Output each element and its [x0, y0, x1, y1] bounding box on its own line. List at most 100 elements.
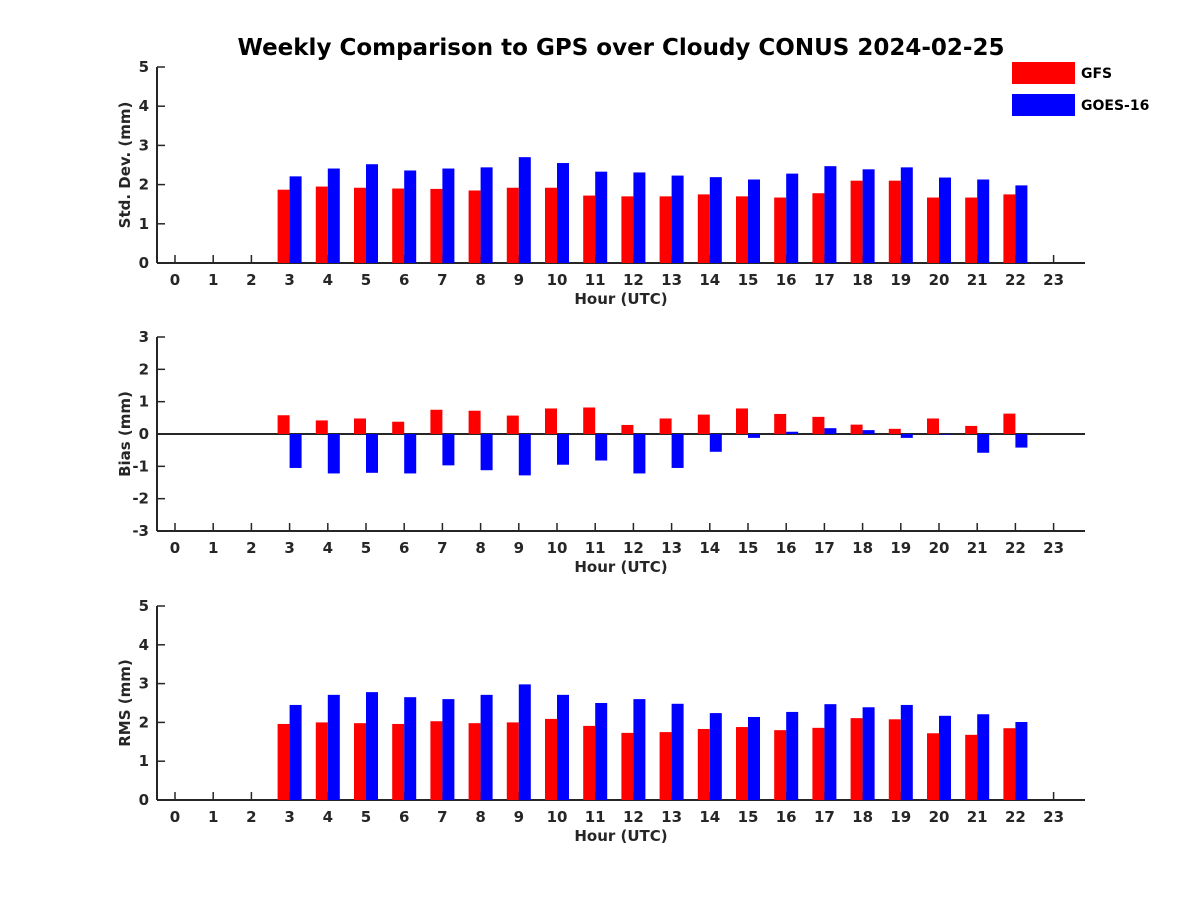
- bar-gfs-hour-6: [392, 421, 405, 434]
- bar-goes-16-hour-15: [748, 179, 760, 263]
- bar-goes-16-hour-10: [557, 434, 569, 465]
- bar-goes-16-hour-9: [518, 434, 531, 476]
- x-tick-label: 4: [323, 539, 333, 557]
- bar-goes-16-hour-11: [595, 703, 608, 800]
- x-tick-label: 4: [323, 808, 333, 826]
- x-tick-label: 14: [699, 271, 720, 289]
- bar-goes-16-hour-7: [442, 168, 455, 263]
- bar-goes-16-hour-13: [671, 434, 684, 468]
- bar-gfs-hour-18: [850, 718, 863, 800]
- bar-gfs-hour-8: [468, 410, 481, 434]
- bar-gfs-hour-22: [1003, 194, 1016, 263]
- x-tick-label: 8: [475, 808, 485, 826]
- bar-gfs-hour-4: [315, 186, 328, 263]
- bar-gfs-hour-21: [965, 734, 978, 800]
- bar-goes-16-hour-8: [480, 167, 493, 263]
- x-tick-label: 0: [170, 271, 180, 289]
- bar-gfs-hour-15: [736, 196, 748, 263]
- x-tick-label: 2: [246, 539, 256, 557]
- bar-goes-16-hour-9: [518, 157, 531, 263]
- x-tick-label: 8: [475, 539, 485, 557]
- y-tick-label: 1: [139, 215, 149, 233]
- x-tick-label: 10: [547, 539, 568, 557]
- y-tick-label: 0: [139, 425, 149, 443]
- x-tick-label: 7: [437, 271, 447, 289]
- bar-goes-16-hour-3: [289, 434, 302, 468]
- bar-gfs-hour-19: [888, 428, 901, 434]
- bar-goes-16-hour-22: [1015, 722, 1028, 800]
- bar-goes-16-hour-20: [939, 434, 951, 435]
- bar-gfs-hour-4: [315, 420, 328, 434]
- chart-legend: GFS GOES-16: [1012, 62, 1149, 116]
- bar-gfs-hour-14: [697, 728, 710, 800]
- x-tick-label: 18: [852, 271, 873, 289]
- bar-gfs-hour-13: [659, 732, 672, 800]
- x-tick-label: 2: [246, 271, 256, 289]
- x-tick-label: 0: [170, 539, 180, 557]
- bar-goes-16-hour-12: [633, 172, 646, 263]
- y-axis-label: Std. Dev. (mm): [116, 102, 134, 229]
- bar-gfs-hour-13: [659, 196, 672, 263]
- x-tick-label: 11: [585, 808, 606, 826]
- y-tick-label: 2: [139, 360, 149, 378]
- x-tick-label: 1: [208, 808, 218, 826]
- bar-goes-16-hour-18: [862, 707, 875, 800]
- x-tick-label: 6: [399, 808, 409, 826]
- y-axis-label: RMS (mm): [116, 659, 134, 746]
- y-tick-label: 3: [139, 136, 149, 154]
- bar-gfs-hour-11: [583, 725, 596, 800]
- bar-gfs-hour-12: [621, 732, 634, 800]
- bar-goes-16-hour-8: [480, 694, 493, 800]
- bar-gfs-hour-5: [354, 723, 366, 800]
- bar-goes-16-hour-18: [862, 169, 875, 263]
- x-tick-label: 3: [284, 539, 294, 557]
- x-axis-label: Hour (UTC): [574, 290, 667, 308]
- bar-goes-16-hour-16: [786, 173, 799, 263]
- bar-goes-16-hour-19: [900, 704, 913, 800]
- y-tick-label: 0: [139, 254, 149, 272]
- y-tick-label: 3: [139, 328, 149, 346]
- bar-gfs-hour-15: [736, 727, 748, 800]
- chart-title: Weekly Comparison to GPS over Cloudy CON…: [238, 35, 1005, 61]
- bar-gfs-hour-17: [812, 416, 825, 434]
- x-tick-label: 18: [852, 539, 873, 557]
- y-tick-label: -1: [132, 457, 149, 475]
- bar-gfs-hour-17: [812, 193, 825, 263]
- x-tick-label: 10: [547, 271, 568, 289]
- bar-gfs-hour-10: [545, 408, 557, 434]
- y-tick-label: 2: [139, 713, 149, 731]
- legend-label-gfs: GFS: [1081, 66, 1112, 82]
- x-tick-label: 22: [1005, 539, 1026, 557]
- bar-goes-16-hour-12: [633, 699, 646, 800]
- x-tick-label: 13: [661, 808, 682, 826]
- bar-gfs-hour-21: [965, 425, 978, 434]
- x-tick-label: 22: [1005, 808, 1026, 826]
- x-tick-label: 8: [475, 271, 485, 289]
- bar-goes-16-hour-5: [366, 434, 378, 473]
- x-tick-label: 9: [514, 271, 524, 289]
- x-tick-label: 12: [623, 271, 644, 289]
- bar-gfs-hour-9: [506, 415, 519, 434]
- bar-goes-16-hour-14: [709, 434, 722, 452]
- x-tick-label: 23: [1043, 539, 1064, 557]
- legend-swatch-goes-16: [1012, 94, 1075, 116]
- x-tick-label: 6: [399, 271, 409, 289]
- y-tick-label: 5: [139, 597, 149, 615]
- x-tick-label: 15: [738, 808, 759, 826]
- bar-goes-16-hour-6: [404, 170, 417, 263]
- bar-gfs-hour-9: [506, 187, 519, 263]
- x-tick-label: 2: [246, 808, 256, 826]
- bar-gfs-hour-20: [927, 733, 939, 800]
- x-tick-label: 21: [967, 539, 988, 557]
- x-tick-label: 21: [967, 271, 988, 289]
- x-tick-label: 9: [514, 539, 524, 557]
- x-tick-label: 3: [284, 271, 294, 289]
- bar-goes-16-hour-6: [404, 434, 417, 474]
- y-tick-label: 4: [139, 97, 149, 115]
- y-tick-label: 1: [139, 752, 149, 770]
- y-tick-label: 5: [139, 58, 149, 76]
- bar-gfs-hour-7: [430, 409, 443, 434]
